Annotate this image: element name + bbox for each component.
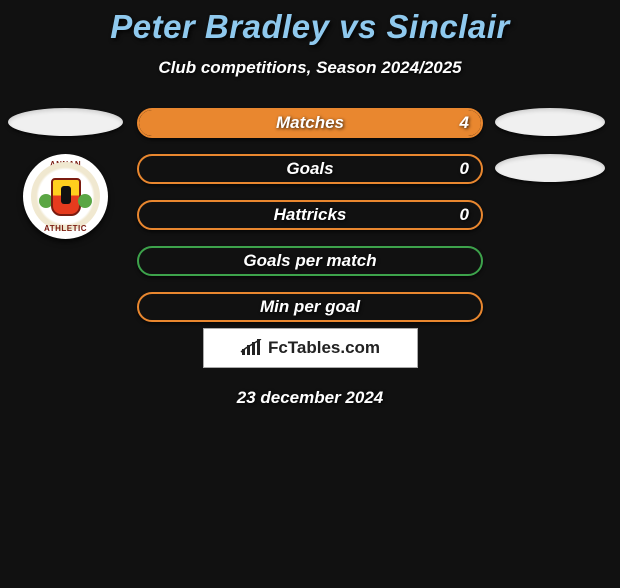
club-crest: ANNAN ATHLETIC: [23, 154, 108, 239]
stat-bar: Matches4: [137, 108, 483, 138]
stat-bar: Goals per match: [137, 246, 483, 276]
stat-bar: Goals0: [137, 154, 483, 184]
date: 23 december 2024: [0, 388, 620, 408]
stat-bar-label: Hattricks: [139, 202, 481, 228]
stat-bars: Matches4Goals0Hattricks0Goals per matchM…: [137, 108, 483, 322]
stat-bar-value: 0: [460, 156, 469, 182]
stat-bar: Min per goal: [137, 292, 483, 322]
page-title: Peter Bradley vs Sinclair: [0, 8, 620, 46]
stat-bar: Hattricks0: [137, 200, 483, 230]
brand-box: FcTables.com: [203, 328, 418, 368]
subtitle: Club competitions, Season 2024/2025: [0, 58, 620, 78]
right-player-column: [495, 108, 605, 200]
player-photo-placeholder: [8, 108, 123, 136]
player-photo-placeholder: [495, 108, 605, 136]
stat-bar-label: Min per goal: [139, 294, 481, 320]
left-player-column: ANNAN ATHLETIC: [8, 108, 123, 239]
stat-bar-label: Matches: [139, 110, 481, 136]
stat-bar-value: 0: [460, 202, 469, 228]
brand-text: FcTables.com: [268, 338, 380, 358]
thistle-icon: [78, 194, 92, 208]
shield-icon: [51, 178, 81, 216]
stat-bar-label: Goals per match: [139, 248, 481, 274]
comparison-content: ANNAN ATHLETIC Matches4Goals0Hattricks0G…: [0, 108, 620, 322]
bar-chart-icon: [240, 339, 262, 357]
stat-bar-value: 4: [460, 110, 469, 136]
stat-bar-label: Goals: [139, 156, 481, 182]
club-crest-placeholder: [495, 154, 605, 182]
crest-bottom-text: ATHLETIC: [23, 224, 108, 233]
